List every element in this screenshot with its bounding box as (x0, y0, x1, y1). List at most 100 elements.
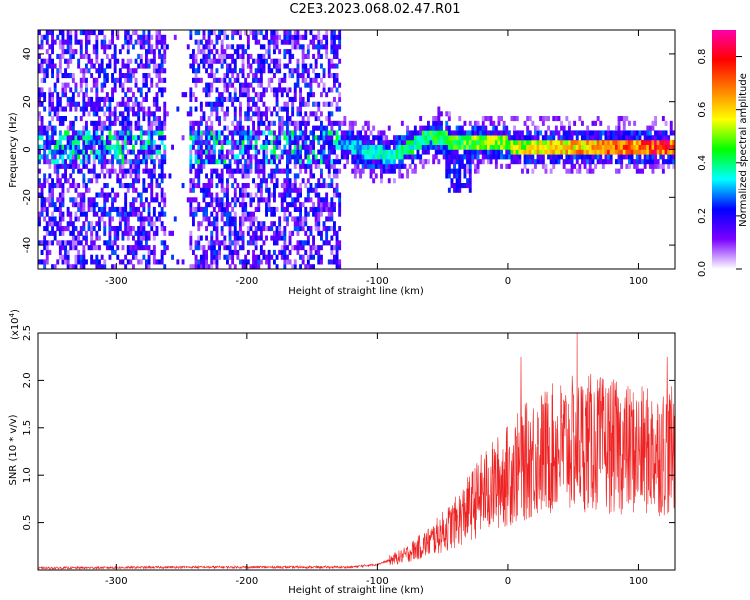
heatmap-cell (40, 125, 44, 131)
heatmap-cell (192, 197, 195, 203)
heatmap-cell (356, 159, 360, 165)
heatmap-cell (312, 39, 315, 45)
heatmap-cell (510, 154, 514, 160)
heatmap-cell (121, 96, 125, 102)
heatmap-cell (142, 230, 146, 236)
heatmap-cell (194, 130, 198, 136)
heatmap-cell (387, 163, 391, 169)
heatmap-cell (118, 206, 122, 212)
heatmap-cell (147, 120, 151, 126)
heatmap-cell (466, 139, 469, 145)
heatmap-cell (129, 259, 133, 265)
heatmap-cell (207, 221, 211, 227)
heatmap-cell (338, 34, 342, 40)
heatmap-cell (241, 125, 245, 131)
heatmap-cell (366, 139, 370, 145)
heatmap-cell (492, 125, 496, 131)
heatmap-cell (424, 130, 428, 136)
heatmap-cell (672, 144, 675, 150)
heatmap-cell (479, 149, 483, 155)
heatmap-cell (228, 149, 232, 155)
heatmap-cell (552, 159, 556, 165)
heatmap-cell (366, 135, 370, 141)
heatmap-cell (615, 144, 618, 150)
heatmap-cell (105, 144, 109, 150)
heatmap-cell (113, 106, 117, 112)
x-tick-label: 100 (629, 276, 648, 287)
heatmap-cell (278, 154, 282, 160)
heatmap-cell (239, 44, 242, 50)
heatmap-cell (364, 163, 368, 169)
heatmap-cell (403, 139, 407, 145)
heatmap-cell (257, 130, 261, 136)
heatmap-cell (103, 77, 107, 83)
heatmap-cell (521, 168, 524, 174)
heatmap-cell (317, 178, 321, 184)
heatmap-cell (38, 221, 41, 227)
heatmap-cell (338, 240, 342, 246)
heatmap-cell (440, 111, 443, 117)
heatmap-cell (158, 144, 161, 150)
heatmap-cell (304, 130, 308, 136)
heatmap-cell (291, 135, 295, 141)
heatmap-cell (105, 245, 109, 251)
heatmap-cell (223, 206, 227, 212)
heatmap-cell (275, 34, 279, 40)
heatmap-cell (108, 39, 112, 45)
heatmap-cell (43, 197, 47, 203)
heatmap-cell (103, 34, 107, 40)
heatmap-cell (129, 68, 133, 74)
heatmap-cell (534, 139, 537, 145)
heatmap-cell (476, 154, 480, 160)
heatmap-cell (126, 159, 130, 165)
heatmap-cell (132, 73, 135, 79)
heatmap-cell (283, 144, 287, 150)
heatmap-cell (239, 226, 242, 232)
heatmap-cell (226, 187, 229, 193)
heatmap-cell (241, 202, 245, 208)
heatmap-cell (306, 187, 310, 193)
heatmap-cell (215, 139, 219, 145)
heatmap-cell (105, 168, 109, 174)
heatmap-cell (126, 245, 130, 251)
heatmap-cell (578, 149, 582, 155)
heatmap-cell (226, 34, 229, 40)
heatmap-cell (296, 120, 300, 126)
heatmap-cell (343, 116, 347, 122)
heatmap-cell (317, 259, 321, 265)
heatmap-cell (241, 183, 245, 189)
heatmap-cell (118, 144, 122, 150)
heatmap-cell (192, 216, 195, 222)
heatmap-cell (155, 130, 159, 136)
heatmap-cell (124, 30, 128, 36)
colorbar-tick-label: 0.4 (697, 155, 708, 171)
heatmap-cell (215, 130, 219, 136)
heatmap-cell (497, 149, 501, 155)
heatmap-cell (202, 44, 206, 50)
heatmap-cell (411, 154, 415, 160)
heatmap-cell (257, 202, 261, 208)
heatmap-cell (82, 53, 86, 59)
heatmap-cell (534, 135, 537, 141)
heatmap-cell (66, 39, 70, 45)
heatmap-cell (236, 53, 240, 59)
heatmap-cell (474, 135, 477, 141)
heatmap-cell (468, 168, 472, 174)
heatmap-cell (346, 130, 349, 136)
heatmap-cell (64, 130, 67, 136)
heatmap-cell (79, 30, 83, 36)
heatmap-cell (309, 63, 313, 69)
heatmap-cell (147, 173, 151, 179)
heatmap-cell (137, 216, 141, 222)
heatmap-cell (659, 144, 663, 150)
heatmap-cell (202, 53, 206, 59)
heatmap-cell (43, 149, 47, 155)
heatmap-cell (304, 249, 308, 255)
heatmap-cell (139, 221, 143, 227)
heatmap-cell (113, 82, 117, 88)
heatmap-cell (395, 144, 399, 150)
heatmap-cell (296, 245, 300, 251)
heatmap-cell (625, 149, 629, 155)
heatmap-cell (105, 159, 109, 165)
heatmap-cell (231, 206, 235, 212)
